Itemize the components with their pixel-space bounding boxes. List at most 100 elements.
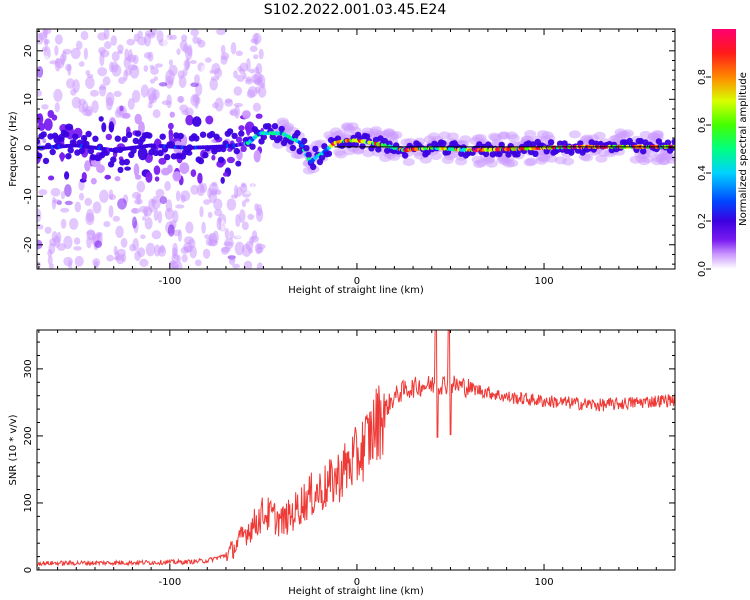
heatmap-cell xyxy=(430,152,442,161)
heatmap-cell xyxy=(204,234,210,239)
x-tick-label: 100 xyxy=(534,276,553,287)
heatmap-cell xyxy=(101,122,107,133)
heatmap-cell xyxy=(86,58,91,72)
heatmap-cell xyxy=(123,158,130,166)
heatmap-cell xyxy=(48,175,55,181)
heatmap-cell xyxy=(169,111,175,118)
heatmap-cell xyxy=(419,155,432,164)
heatmap-cell xyxy=(73,246,82,251)
heatmap-cell xyxy=(110,156,117,163)
heatmap-cell xyxy=(175,204,185,209)
heatmap-cell xyxy=(42,55,50,64)
heatmap-cell xyxy=(72,133,79,140)
heatmap-cell xyxy=(179,162,190,175)
snr-panel: -100 0 100 0 100 200 300 Height of strai… xyxy=(8,329,676,597)
heatmap-cell xyxy=(53,235,61,248)
heatmap-cell xyxy=(230,256,235,262)
x-tick-label: -100 xyxy=(158,577,181,588)
heatmap-cell xyxy=(75,40,83,50)
heatmap-cell xyxy=(80,134,88,142)
heatmap-cell xyxy=(156,30,164,43)
heatmap-cell xyxy=(67,147,74,154)
heatmap-cell xyxy=(341,123,354,132)
heatmap-cell xyxy=(256,62,263,75)
heatmap-cell xyxy=(640,148,647,155)
heatmap-cell xyxy=(108,189,114,200)
heatmap-cell xyxy=(168,122,174,130)
heatmap-cell xyxy=(277,119,290,128)
spectrogram-y-ticklabels: -20 -10 0 10 20 xyxy=(23,44,34,252)
heatmap-cell xyxy=(73,237,81,245)
heatmap-cell xyxy=(167,164,173,174)
heatmap-cell xyxy=(301,137,308,145)
heatmap-cell xyxy=(253,150,261,163)
heatmap-cell xyxy=(224,99,233,107)
heatmap-cell xyxy=(99,83,107,97)
colorbar: 0.0 0.2 0.4 0.6 0.8 Normalized spectral … xyxy=(697,29,749,277)
heatmap-cell xyxy=(183,242,193,253)
y-tick-label: 20 xyxy=(23,44,34,57)
heatmap-cell xyxy=(86,229,96,241)
heatmap-cell xyxy=(562,157,575,166)
heatmap-cell xyxy=(104,41,112,50)
heatmap-cell xyxy=(352,141,359,148)
heatmap-cell xyxy=(247,213,255,220)
heatmap-cell xyxy=(172,171,182,182)
heatmap-cell xyxy=(446,132,459,141)
heatmap-cell xyxy=(199,206,204,218)
heatmap-cell xyxy=(192,116,202,127)
heatmap-cell xyxy=(105,133,113,141)
heatmap-cell xyxy=(242,110,251,119)
heatmap-cell xyxy=(197,157,205,165)
heatmap-cell xyxy=(168,129,174,143)
heatmap-cell xyxy=(664,139,672,146)
heatmap-cell xyxy=(655,138,663,145)
heatmap-cell xyxy=(246,58,251,72)
heatmap-cell xyxy=(216,29,226,36)
heatmap-cell xyxy=(37,66,44,78)
heatmap-cell xyxy=(99,189,109,203)
heatmap-cell xyxy=(167,224,175,237)
heatmap-cell xyxy=(123,69,128,82)
heatmap-cell xyxy=(485,159,498,168)
heatmap-cell xyxy=(318,154,326,161)
heatmap-cell xyxy=(226,128,234,135)
heatmap-cell xyxy=(103,221,111,228)
heatmap-cell xyxy=(74,201,82,213)
heatmap-cell xyxy=(51,132,59,139)
heatmap-cell xyxy=(256,262,263,269)
heatmap-cell xyxy=(94,240,102,248)
heatmap-cell xyxy=(244,78,254,85)
y-tick-label: -20 xyxy=(23,237,34,253)
heatmap-cell xyxy=(375,146,382,153)
heatmap-cell xyxy=(249,68,256,74)
heatmap-cell xyxy=(78,61,85,67)
heatmap-cell xyxy=(104,174,111,180)
heatmap-cell xyxy=(197,39,206,48)
heatmap-cell xyxy=(69,218,79,230)
snr-y-ticklabels: 0 100 200 300 xyxy=(23,359,34,573)
figure-title: S102.2022.001.03.45.E24 xyxy=(264,2,447,18)
heatmap-cell xyxy=(455,157,468,166)
heatmap-cell xyxy=(299,143,305,148)
heatmap-cell xyxy=(296,148,303,155)
heatmap-cell xyxy=(239,209,246,223)
heatmap-cell xyxy=(78,192,85,201)
heatmap-cell xyxy=(154,176,160,182)
heatmap-cell xyxy=(496,156,509,165)
heatmap-cell xyxy=(152,149,160,157)
heatmap-cell xyxy=(83,47,88,60)
heatmap-cell xyxy=(151,230,162,240)
heatmap-cell xyxy=(249,143,256,150)
heatmap-cell xyxy=(294,129,301,137)
heatmap-cell xyxy=(85,76,95,89)
y-tick-label: 0 xyxy=(23,567,34,573)
heatmap-cell xyxy=(38,189,48,196)
heatmap-cell xyxy=(532,150,539,157)
heatmap-cell xyxy=(181,34,188,42)
heatmap-cell xyxy=(440,140,447,147)
heatmap-cell xyxy=(496,150,503,158)
heatmap-cell xyxy=(224,228,230,239)
heatmap-cell xyxy=(213,133,220,140)
heatmap-cell xyxy=(98,85,107,90)
